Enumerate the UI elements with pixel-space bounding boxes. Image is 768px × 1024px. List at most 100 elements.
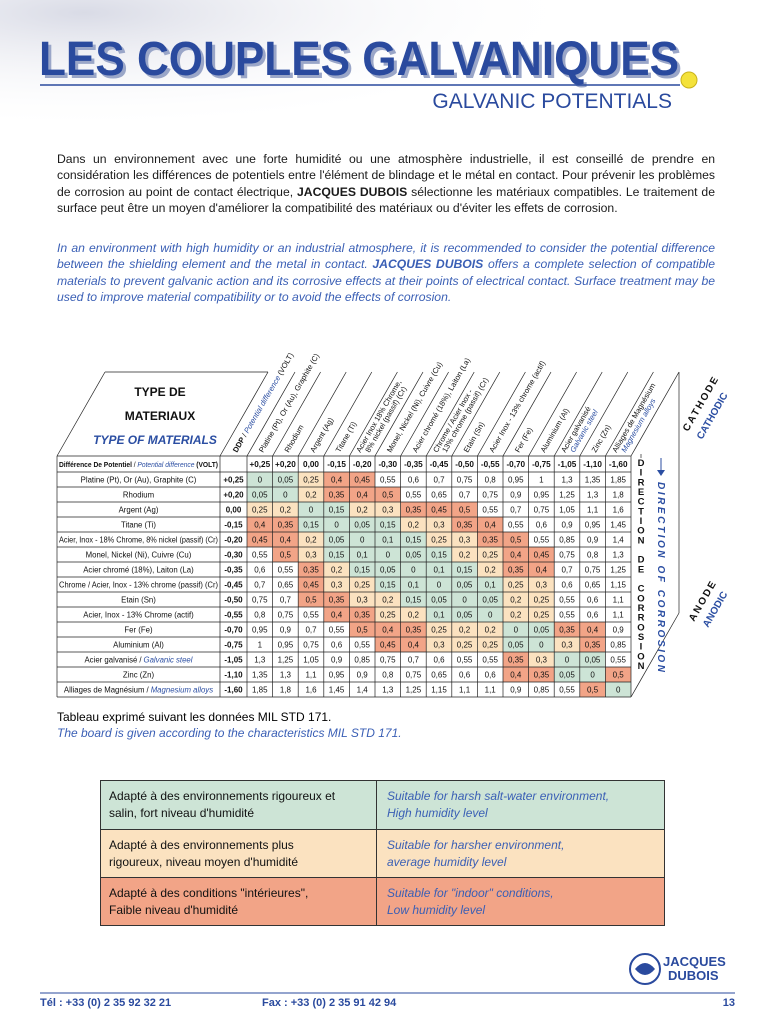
row-potential: 0,00 — [226, 506, 242, 515]
cell-bg — [605, 502, 631, 517]
cell-bg — [503, 502, 529, 517]
cell-value: 0,9 — [331, 656, 343, 665]
cell-value: 0,5 — [613, 671, 625, 680]
potential-col: -0,70 — [506, 460, 525, 469]
row-label: Fer (Fe) — [124, 626, 153, 635]
cell-value: 0,9 — [613, 626, 625, 635]
corner-label: MATERIAUX — [125, 409, 195, 423]
cell-value: 0,2 — [305, 491, 317, 500]
legend-row: Adapté à des environnements plus rigoureu… — [101, 829, 664, 877]
cell-bg — [528, 637, 555, 652]
cell-value: 1,25 — [278, 656, 294, 665]
cell-bg — [528, 652, 555, 667]
corner-label: TYPE DE — [134, 385, 185, 399]
cell-bg — [426, 652, 452, 667]
separator: / — [139, 656, 142, 665]
cell-bg — [298, 547, 324, 562]
header-part: (VOLT) — [276, 351, 296, 377]
cell-value: 0,3 — [536, 581, 548, 590]
cell-value: 0 — [360, 536, 365, 545]
cell-bg — [579, 487, 606, 502]
cell-bg — [349, 682, 375, 697]
cell-bg — [579, 667, 606, 682]
cell-value: 0,35 — [508, 656, 524, 665]
cell-bg — [349, 622, 375, 637]
row-label-fr: Platine (Pt), Or (Au), Graphite (C) — [81, 476, 197, 485]
cell-bg — [375, 637, 401, 652]
cell-value: 0 — [309, 506, 314, 515]
cell-value: 0,8 — [382, 671, 394, 680]
header-slant — [477, 371, 526, 457]
legend-line: salin, fort niveau d'humidité — [109, 806, 255, 820]
row-potential: -0,50 — [224, 596, 243, 605]
box-slant — [630, 612, 680, 698]
cell-bg — [375, 487, 401, 502]
cell-value: 0,2 — [485, 566, 497, 575]
cell-bg — [528, 592, 555, 607]
cell-value: 1,8 — [280, 686, 292, 695]
cell-value: 0,25 — [380, 611, 396, 620]
row-label-fr: Argent (Ag) — [119, 506, 159, 515]
cell-bg — [400, 592, 427, 607]
cell-value: 0,4 — [357, 491, 369, 500]
cell-bg — [579, 502, 606, 517]
footer-phone: Tél : +33 (0) 2 35 92 32 21 — [40, 997, 171, 1009]
header-slant — [425, 371, 475, 457]
cell-bg — [323, 532, 350, 547]
cell-value: 0,25 — [508, 581, 524, 590]
cell-value: 1 — [258, 641, 263, 650]
cell-value: 0,3 — [331, 581, 343, 590]
row-label: Acier galvanisé / Galvanic steel — [84, 656, 192, 665]
header-slant — [297, 371, 347, 457]
cell-value: 0,05 — [457, 611, 473, 620]
cell-value: 0,2 — [510, 611, 522, 620]
cell-bg — [528, 577, 555, 592]
cell-bg — [554, 637, 580, 652]
potential-col: -0,50 — [455, 460, 474, 469]
cell-value: 0,65 — [431, 491, 447, 500]
cell-value: 0,2 — [459, 626, 471, 635]
legend-line: Faible niveau d'humidité — [109, 903, 239, 917]
cell-value: 1,45 — [610, 521, 626, 530]
row-label-en: Galvanic steel — [144, 656, 193, 665]
cell-value: 0,8 — [254, 611, 266, 620]
cell-value: 0,6 — [433, 656, 445, 665]
cell-value: 0,45 — [354, 476, 370, 485]
cell-bg — [247, 517, 273, 532]
row-label: Argent (Ag) — [119, 506, 159, 515]
cell-bg — [451, 547, 478, 562]
cell-value: 0,6 — [536, 521, 548, 530]
legend-line: High humidity level — [387, 806, 488, 820]
cell-value: 1,05 — [303, 656, 319, 665]
cell-value: 0 — [437, 581, 442, 590]
cell-value: 0,7 — [561, 566, 573, 575]
cell-value: 0,6 — [587, 611, 599, 620]
cell-bg — [349, 502, 375, 517]
potential-col: -0,55 — [481, 460, 500, 469]
cell-bg — [528, 607, 555, 622]
cell-bg — [451, 637, 478, 652]
legend-line: Suitable for harsh salt-water environmen… — [387, 789, 610, 803]
cell-bg — [503, 562, 529, 577]
cell-value: 0,4 — [254, 521, 266, 530]
cell-value: 0,6 — [331, 641, 343, 650]
cell-bg — [605, 577, 631, 592]
row-label-fr: Monel, Nickel (Ni), Cuivre (Cu) — [86, 551, 192, 560]
cell-value: 0 — [258, 476, 263, 485]
cell-value: 0,8 — [587, 551, 599, 560]
cell-value: 0,25 — [431, 626, 447, 635]
legend-en: Suitable for "indoor" conditions, Low hum… — [377, 878, 664, 925]
logo: JACQUES DUBOIS — [629, 953, 726, 985]
row-label-fr: Acier chromé (18%), Laiton (La) — [83, 566, 194, 575]
cell-value: 0,05 — [559, 671, 575, 680]
cell-bg — [272, 637, 299, 652]
column-header: Argent (Ag) — [308, 415, 335, 454]
cell-value: 0,05 — [278, 476, 294, 485]
cell-bg — [426, 547, 452, 562]
cell-bg — [247, 667, 273, 682]
legend-row: Adapté à des conditions "intérieures", Fa… — [101, 877, 664, 925]
cell-value: 0,35 — [585, 641, 601, 650]
subtitle: GALVANIC POTENTIALS — [432, 90, 672, 113]
cell-value: 1,6 — [305, 686, 317, 695]
